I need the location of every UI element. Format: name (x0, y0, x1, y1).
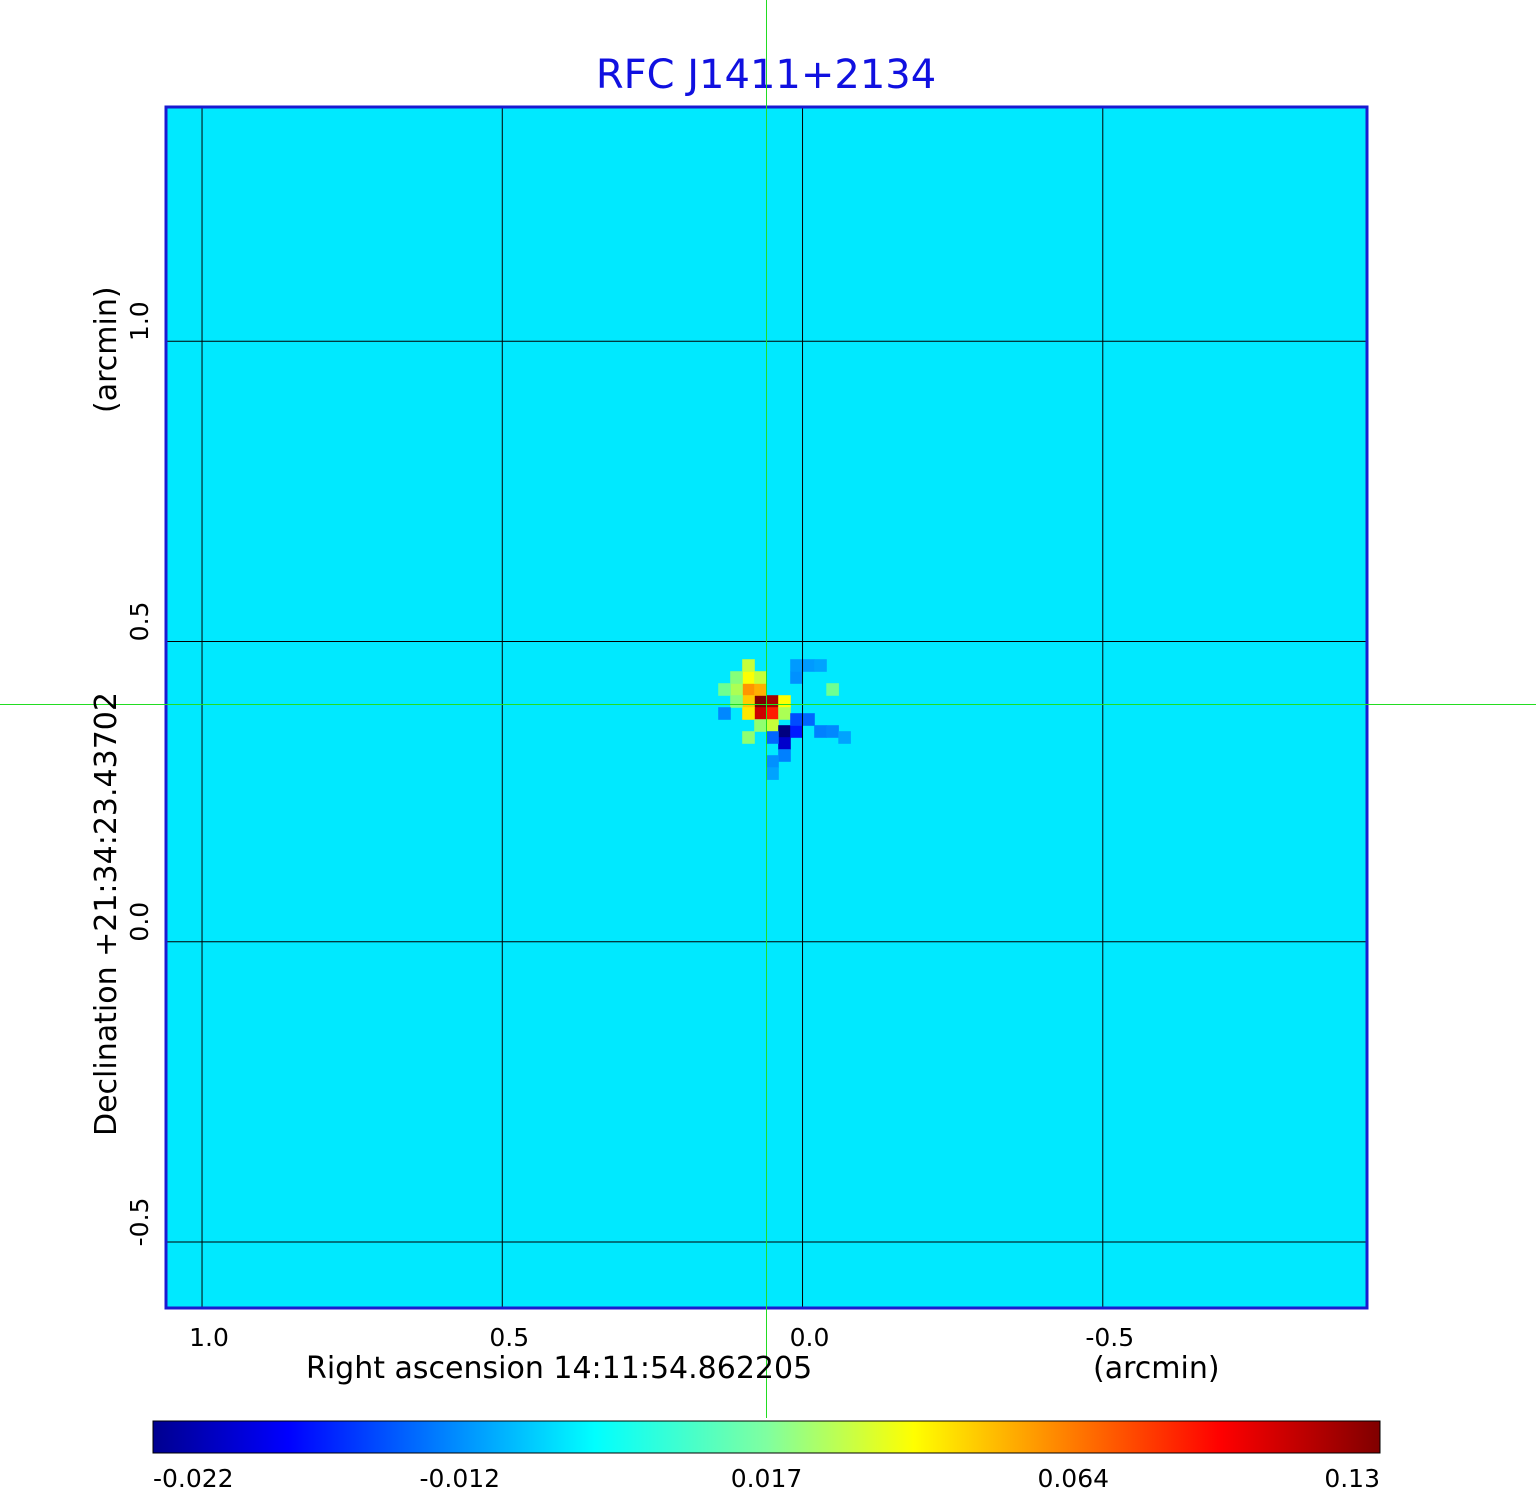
image-pixel (766, 707, 779, 720)
colorbar (152, 1420, 1381, 1454)
colorbar-tick-label: -0.022 (153, 1464, 234, 1493)
y-tick-labels: 1.0 0.5 0.0 -0.5 (125, 301, 154, 1246)
image-pixel (718, 707, 731, 720)
image-pixel (790, 725, 803, 738)
y-axis-label: Declination +21:34:23.43702 (89, 692, 124, 1136)
image-pixel (778, 749, 791, 762)
image-pixel (814, 659, 827, 672)
image-pixel (838, 731, 851, 744)
image-pixel (802, 659, 815, 672)
image-pixel (742, 671, 755, 684)
image-pixel (778, 707, 791, 720)
image-pixels (718, 659, 851, 780)
image-pixel (754, 683, 767, 696)
x-tick-label: -0.5 (1085, 1323, 1134, 1352)
image-pixel (754, 719, 767, 732)
image-pixel (742, 695, 755, 708)
colorbar-tick-label: 0.064 (1037, 1464, 1109, 1493)
x-tick-labels: 1.0 0.5 0.0 -0.5 (189, 1323, 1134, 1352)
image-pixel (718, 683, 731, 696)
image-pixel (742, 659, 755, 672)
image-pixel (754, 695, 767, 708)
image-pixel (742, 731, 755, 744)
image-pixel (766, 767, 779, 780)
x-tick-label: 1.0 (189, 1323, 229, 1352)
image-pixel (790, 659, 803, 672)
image-pixel (766, 755, 779, 768)
colorbar-tick-labels: -0.022 -0.012 0.017 0.064 0.13 (153, 1464, 1380, 1493)
image-pixel (754, 671, 767, 684)
image-pixel (730, 671, 743, 684)
image-pixel (742, 707, 755, 720)
y-tick-label: 1.0 (125, 301, 154, 341)
colorbar-tick-label: 0.13 (1324, 1464, 1380, 1493)
y-tick-label: 0.5 (125, 602, 154, 642)
image-pixel (730, 695, 743, 708)
image-pixel (814, 725, 827, 738)
y-tick-label: -0.5 (125, 1198, 154, 1247)
crosshair (0, 0, 1536, 1418)
y-tick-label: 0.0 (125, 902, 154, 942)
image-pixel (826, 725, 839, 738)
image-pixel (790, 671, 803, 684)
image-pixel (802, 713, 815, 726)
image-pixel (778, 695, 791, 708)
x-axis-unit: (arcmin) (1093, 1351, 1220, 1386)
colorbar-tick-label: 0.017 (731, 1464, 803, 1493)
image-pixel (742, 683, 755, 696)
image-pixel (766, 695, 779, 708)
x-axis-label: Right ascension 14:11:54.862205 (306, 1351, 812, 1386)
image-pixel (790, 713, 803, 726)
x-tick-label: 0.0 (790, 1323, 830, 1352)
image-pixel (826, 683, 839, 696)
image-pixel (754, 707, 767, 720)
image-pixel (766, 731, 779, 744)
colorbar-tick-label: -0.012 (419, 1464, 500, 1493)
image-pixel (730, 683, 743, 696)
y-axis-unit: (arcmin) (89, 286, 124, 413)
x-tick-label: 0.5 (489, 1323, 529, 1352)
image-pixel (778, 737, 791, 750)
image-pixel (766, 719, 779, 732)
image-pixel (778, 725, 791, 738)
